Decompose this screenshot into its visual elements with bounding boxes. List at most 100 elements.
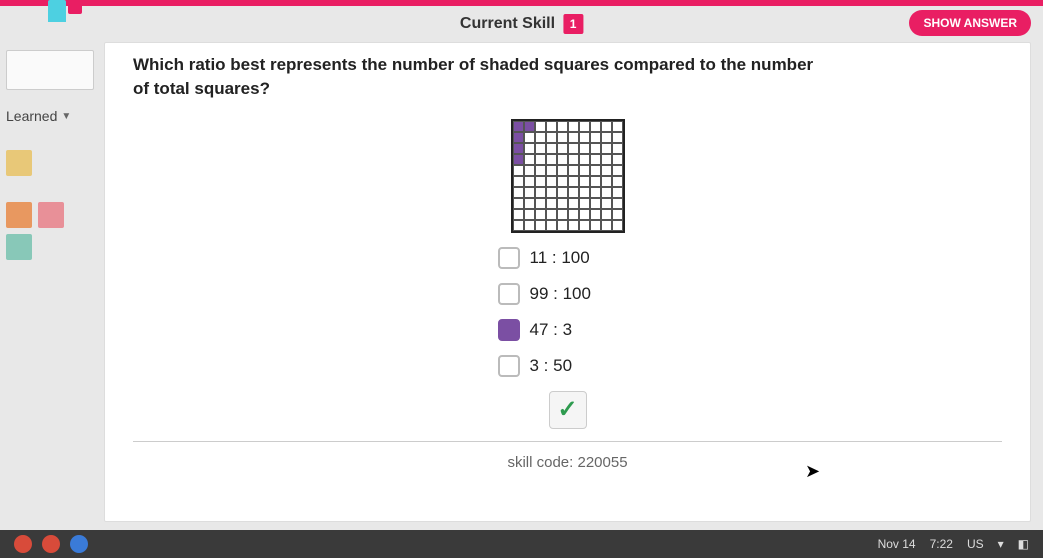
- grid-cell: [612, 121, 623, 132]
- grid-cell: [513, 198, 524, 209]
- grid-cell: [557, 209, 568, 220]
- grid-cell: [513, 209, 524, 220]
- grid-cell: [568, 198, 579, 209]
- grid-cell: [513, 176, 524, 187]
- grid-cell: [535, 209, 546, 220]
- sidebar: Learned ▼: [0, 42, 100, 530]
- hundred-grid: [511, 119, 625, 233]
- submit-button[interactable]: ✓: [549, 391, 587, 429]
- grid-cell: [513, 187, 524, 198]
- answer-option-1[interactable]: 99 : 100: [498, 283, 638, 305]
- grid-cell: [535, 132, 546, 143]
- battery-icon: ◧: [1018, 537, 1029, 551]
- grid-cell: [524, 220, 535, 231]
- grid-cell: [546, 198, 557, 209]
- grid-cell: [557, 187, 568, 198]
- grid-cell: [601, 121, 612, 132]
- taskbar-app-icon-3[interactable]: [70, 535, 88, 553]
- answer-option-3[interactable]: 3 : 50: [498, 355, 638, 377]
- grid-cell: [546, 176, 557, 187]
- grid-cell: [579, 132, 590, 143]
- grid-cell: [524, 165, 535, 176]
- grid-cell: [568, 143, 579, 154]
- grid-cell: [557, 198, 568, 209]
- grid-cell: [601, 176, 612, 187]
- grid-cell: [513, 165, 524, 176]
- swatch-warm[interactable]: [6, 150, 32, 176]
- grid-cell: [535, 176, 546, 187]
- swatch-group-1: [6, 150, 94, 176]
- grid-cell: [557, 143, 568, 154]
- grid-cell: [535, 143, 546, 154]
- grid-cell: [568, 209, 579, 220]
- skill-badge: 1: [563, 14, 583, 34]
- option-label: 11 : 100: [530, 248, 590, 268]
- grid-cell: [612, 209, 623, 220]
- grid-cell: [568, 187, 579, 198]
- grid-cell: [513, 154, 524, 165]
- swatch-group-2: [6, 202, 94, 260]
- answer-option-2[interactable]: 47 : 3: [498, 319, 638, 341]
- grid-cell: [524, 132, 535, 143]
- grid-cell: [557, 154, 568, 165]
- current-skill-label: Current Skill: [460, 15, 555, 33]
- option-checkbox[interactable]: [498, 247, 520, 269]
- grid-cell: [546, 132, 557, 143]
- grid-cell: [513, 121, 524, 132]
- answer-option-0[interactable]: 11 : 100: [498, 247, 638, 269]
- option-label: 3 : 50: [530, 356, 573, 376]
- grid-cell: [601, 154, 612, 165]
- grid-cell: [513, 132, 524, 143]
- taskbar: Nov 14 7:22 US ▾ ◧: [0, 530, 1043, 558]
- option-label: 99 : 100: [530, 284, 591, 304]
- grid-cell: [601, 209, 612, 220]
- option-checkbox[interactable]: [498, 283, 520, 305]
- answer-options: 11 : 100 99 : 100 47 : 3 3 : 50: [498, 247, 638, 377]
- learned-dropdown[interactable]: Learned ▼: [6, 108, 94, 124]
- grid-cell: [601, 165, 612, 176]
- grid-cell: [612, 165, 623, 176]
- grid-cell: [524, 121, 535, 132]
- option-checkbox[interactable]: [498, 319, 520, 341]
- grid-cell: [612, 176, 623, 187]
- grid-cell: [546, 209, 557, 220]
- grid-cell: [546, 165, 557, 176]
- grid-cell: [590, 220, 601, 231]
- grid-cell: [590, 176, 601, 187]
- grid-cell: [579, 165, 590, 176]
- grid-cell: [590, 187, 601, 198]
- grid-cell: [546, 143, 557, 154]
- grid-cell: [557, 176, 568, 187]
- grid-cell: [579, 154, 590, 165]
- grid-cell: [568, 132, 579, 143]
- grid-cell: [601, 132, 612, 143]
- grid-cell: [612, 198, 623, 209]
- grid-cell: [579, 220, 590, 231]
- grid-cell: [590, 143, 601, 154]
- grid-cell: [579, 198, 590, 209]
- grid-cell: [590, 132, 601, 143]
- chevron-down-icon: ▼: [61, 111, 71, 122]
- grid-cell: [535, 220, 546, 231]
- show-answer-button[interactable]: SHOW ANSWER: [909, 10, 1031, 36]
- taskbar-app-icon-2[interactable]: [42, 535, 60, 553]
- taskbar-app-icon-1[interactable]: [14, 535, 32, 553]
- grid-cell: [612, 187, 623, 198]
- content-panel: Which ratio best represents the number o…: [104, 42, 1031, 522]
- question-text: Which ratio best represents the number o…: [133, 53, 833, 101]
- grid-cell: [524, 176, 535, 187]
- header-row: Current Skill 1 SHOW ANSWER: [0, 6, 1043, 42]
- grid-cell: [546, 121, 557, 132]
- grid-cell: [579, 209, 590, 220]
- grid-cell: [568, 176, 579, 187]
- grid-cell: [546, 187, 557, 198]
- grid-cell: [601, 187, 612, 198]
- grid-cell: [524, 143, 535, 154]
- swatch-orange[interactable]: [6, 202, 32, 228]
- grid-cell: [579, 143, 590, 154]
- swatch-pink[interactable]: [38, 202, 64, 228]
- swatch-teal[interactable]: [6, 234, 32, 260]
- grid-cell: [535, 187, 546, 198]
- grid-cell: [557, 121, 568, 132]
- option-checkbox[interactable]: [498, 355, 520, 377]
